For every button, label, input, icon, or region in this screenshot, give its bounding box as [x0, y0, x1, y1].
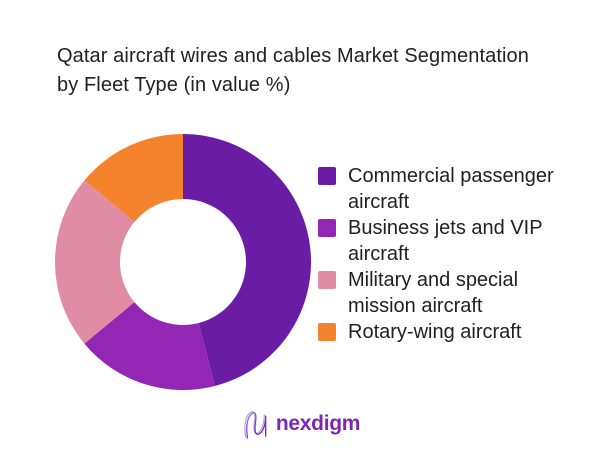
legend-label: Business jets and VIP aircraft: [348, 217, 543, 265]
legend-swatch-icon: [318, 271, 336, 289]
donut-chart: [54, 134, 312, 391]
legend-label: Commercial passenger aircraft: [348, 165, 554, 213]
donut-slice-1: [84, 302, 215, 391]
donut-slice-2: [54, 180, 135, 344]
donut-chart-svg: [54, 134, 312, 391]
donut-slice-3: [84, 134, 183, 222]
legend-label: Rotary-wing aircraft: [348, 321, 522, 343]
chart-title-line-1: Qatar aircraft wires and cables Market S…: [57, 45, 529, 67]
donut-slice-0: [183, 134, 312, 386]
legend-swatch-icon: [318, 323, 336, 341]
nexdigm-n-wave-icon: [244, 411, 267, 439]
legend-item: Rotary-wing aircraft: [318, 319, 578, 345]
legend-item: Military and special mission aircraft: [318, 267, 578, 319]
chart-title: Qatar aircraft wires and cables Market S…: [57, 42, 602, 100]
legend-item: Business jets and VIP aircraft: [318, 215, 578, 267]
nexdigm-logo: nexdigm: [242, 408, 360, 440]
legend-label: Military and special mission aircraft: [348, 269, 519, 317]
nexdigm-wordmark: nexdigm: [275, 412, 361, 435]
legend-swatch-icon: [318, 219, 336, 237]
chart-legend: Commercial passenger aircraft Business j…: [318, 163, 578, 345]
chart-title-line-2: by Fleet Type (in value %): [57, 74, 291, 96]
legend-item: Commercial passenger aircraft: [318, 163, 578, 215]
legend-swatch-icon: [318, 167, 336, 185]
